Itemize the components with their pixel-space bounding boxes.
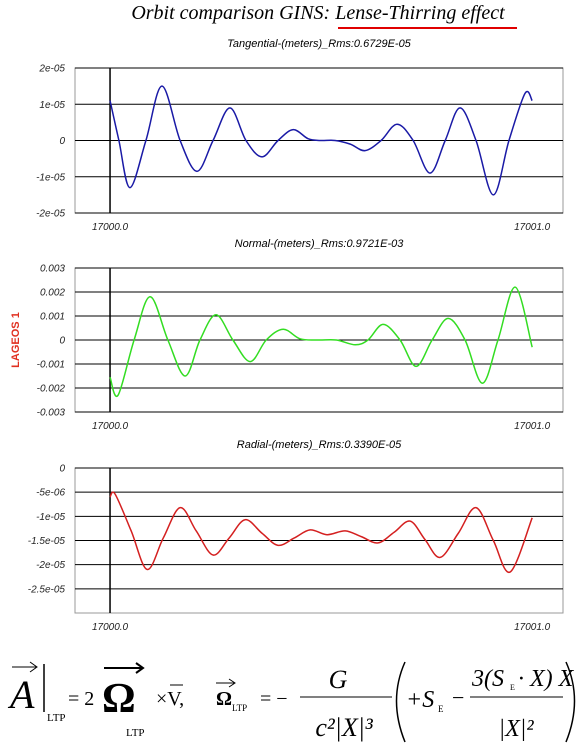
formula-part: E bbox=[510, 683, 515, 692]
formula-part: LTP bbox=[126, 727, 145, 739]
y-tick-label: -0.001 bbox=[37, 360, 65, 371]
x-tick-label: 17001.0 bbox=[514, 222, 551, 233]
formula-part: +S bbox=[406, 687, 434, 713]
y-tick-label: 2e-05 bbox=[38, 64, 65, 75]
formula-part: 3(S bbox=[471, 666, 504, 692]
x-tick-label: 17000.0 bbox=[92, 421, 129, 432]
y-tick-label: -5e-06 bbox=[36, 488, 65, 499]
chart-panel: Tangential-(meters)_Rms:0.6729E-05 2e-05 1… bbox=[36, 38, 564, 233]
paren bbox=[395, 661, 406, 743]
formula-part: Ω bbox=[216, 688, 232, 710]
vector-arrow bbox=[104, 662, 145, 674]
y-tick-label: 0 bbox=[59, 136, 65, 147]
formula-part: E bbox=[438, 704, 444, 714]
title-emphasis: Lense-Thirring effect bbox=[334, 2, 505, 24]
y-tick-label: -1.5e-05 bbox=[28, 536, 66, 547]
formula-part: A bbox=[7, 672, 35, 717]
title-prefix: Orbit comparison GINS: bbox=[131, 2, 335, 24]
formula-part: |X|² bbox=[498, 716, 534, 742]
chart-panel: Radial-(meters)_Rms:0.3390E-05 0 -5e-06 -1e… bbox=[28, 439, 564, 633]
chart-title: Radial-(meters)_Rms:0.3390E-05 bbox=[237, 439, 402, 451]
formula-part: G bbox=[329, 665, 348, 694]
y-tick-label: -0.002 bbox=[37, 384, 66, 395]
formula-part: Ω bbox=[102, 676, 136, 722]
x-tick-label: 17000.0 bbox=[92, 622, 129, 633]
formula-part: = 2 bbox=[68, 688, 94, 710]
data-line bbox=[109, 85, 533, 196]
side-label: LAGEOS 1 bbox=[10, 312, 22, 368]
chart-panel: Normal-(meters)_Rms:0.9721E-03 0.003 0.002… bbox=[37, 238, 564, 432]
y-tick-label: 0.001 bbox=[40, 312, 65, 323]
y-tick-label: -1e-05 bbox=[36, 172, 65, 183]
data-line bbox=[109, 286, 533, 398]
data-line bbox=[109, 491, 533, 573]
formula-part: = − bbox=[260, 688, 288, 710]
formula-part: − bbox=[452, 685, 464, 710]
chart-title: Tangential-(meters)_Rms:0.6729E-05 bbox=[227, 38, 412, 50]
formula-part: · X) X bbox=[518, 666, 575, 692]
y-tick-label: 0 bbox=[59, 336, 65, 347]
y-tick-label: -2.5e-05 bbox=[28, 584, 66, 595]
formula-part: LTP bbox=[232, 703, 247, 713]
x-tick-label: 17001.0 bbox=[514, 421, 551, 432]
y-tick-label: 0.002 bbox=[40, 288, 65, 299]
paren bbox=[565, 661, 576, 743]
chart-title: Normal-(meters)_Rms:0.9721E-03 bbox=[235, 238, 405, 250]
formula-part: ×V, bbox=[156, 688, 184, 710]
y-tick-label: 0.003 bbox=[40, 264, 65, 275]
y-tick-label: -2e-05 bbox=[36, 209, 65, 220]
y-tick-label: -1e-05 bbox=[36, 512, 65, 523]
x-tick-label: 17000.0 bbox=[92, 222, 129, 233]
vector-arrow bbox=[170, 678, 236, 688]
formula: A LTP = 2 Ω LTP ×V, Ω LTP = − G c²|X|³ +… bbox=[7, 661, 576, 743]
y-tick-label: 0 bbox=[59, 464, 65, 475]
vector-arrow bbox=[12, 661, 38, 673]
formula-part: c²|X|³ bbox=[315, 713, 374, 742]
y-tick-label: -0.003 bbox=[37, 408, 66, 419]
formula-part: LTP bbox=[47, 712, 66, 724]
y-tick-label: -2e-05 bbox=[36, 560, 65, 571]
y-tick-label: 1e-05 bbox=[39, 100, 65, 111]
figure-title: Orbit comparison GINS: Lense-Thirring ef… bbox=[131, 2, 505, 24]
x-tick-label: 17001.0 bbox=[514, 622, 551, 633]
